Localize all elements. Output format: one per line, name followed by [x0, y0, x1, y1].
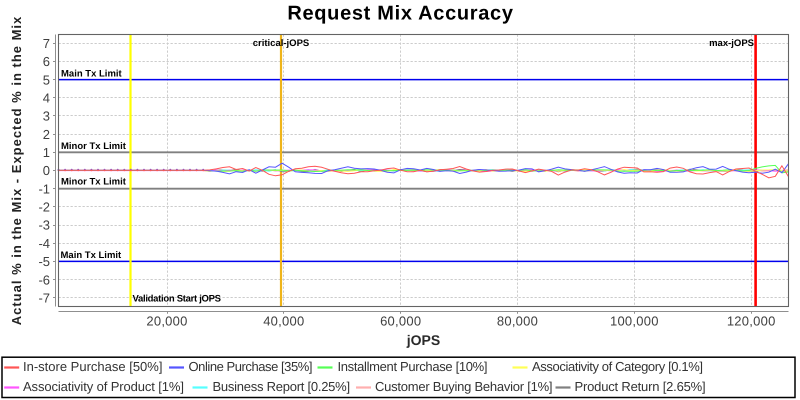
svg-text:max-jOPS: max-jOPS	[709, 38, 754, 49]
svg-text:5: 5	[43, 72, 50, 87]
svg-text:Customer Buying Behavior [1%]: Customer Buying Behavior [1%]	[375, 379, 552, 394]
svg-text:-3: -3	[38, 218, 50, 233]
svg-text:0: 0	[43, 163, 50, 178]
svg-text:Actual % in the Mix - Expected: Actual % in the Mix - Expected % in the …	[9, 16, 24, 326]
svg-text:Minor Tx Limit: Minor Tx Limit	[61, 141, 127, 152]
svg-text:4: 4	[43, 91, 50, 106]
svg-text:-1: -1	[38, 181, 50, 196]
svg-text:-5: -5	[38, 254, 50, 269]
svg-text:3: 3	[43, 109, 50, 124]
svg-text:-7: -7	[38, 290, 50, 305]
svg-text:80,000: 80,000	[497, 314, 538, 329]
svg-text:jOPS: jOPS	[406, 332, 440, 348]
svg-text:Associativity of Category [0.1: Associativity of Category [0.1%]	[532, 359, 703, 374]
svg-text:Request Mix Accuracy: Request Mix Accuracy	[287, 3, 513, 25]
svg-text:Minor Tx Limit: Minor Tx Limit	[61, 176, 127, 187]
svg-text:In-store Purchase [50%]: In-store Purchase [50%]	[23, 359, 162, 374]
svg-text:Main Tx Limit: Main Tx Limit	[61, 68, 123, 79]
svg-text:40,000: 40,000	[263, 314, 304, 329]
svg-text:Online Purchase [35%]: Online Purchase [35%]	[189, 359, 313, 374]
svg-text:120,000: 120,000	[727, 314, 776, 329]
svg-text:Product Return [2.65%]: Product Return [2.65%]	[575, 379, 706, 394]
svg-text:Validation Start jOPS: Validation Start jOPS	[133, 294, 221, 305]
svg-text:Associativity of Product [1%]: Associativity of Product [1%]	[23, 379, 184, 394]
svg-text:Installment Purchase [10%]: Installment Purchase [10%]	[338, 359, 488, 374]
svg-text:critical-jOPS: critical-jOPS	[253, 38, 310, 49]
svg-text:Main Tx Limit: Main Tx Limit	[61, 250, 123, 261]
svg-text:-2: -2	[38, 200, 50, 215]
svg-text:1: 1	[43, 145, 50, 160]
svg-text:7: 7	[43, 36, 50, 51]
svg-text:-6: -6	[38, 272, 50, 287]
svg-text:100,000: 100,000	[610, 314, 659, 329]
svg-text:-4: -4	[38, 236, 50, 251]
svg-text:2: 2	[43, 127, 50, 142]
svg-text:6: 6	[43, 54, 50, 69]
svg-text:Business Report [0.25%]: Business Report [0.25%]	[213, 379, 350, 394]
svg-text:20,000: 20,000	[146, 314, 187, 329]
svg-text:60,000: 60,000	[380, 314, 421, 329]
